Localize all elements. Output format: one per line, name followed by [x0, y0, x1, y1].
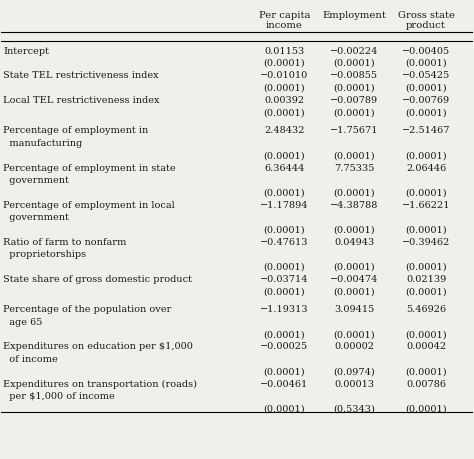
- Text: 0.00042: 0.00042: [406, 342, 446, 351]
- Text: (0.0001): (0.0001): [405, 108, 447, 117]
- Text: Ratio of farm to nonfarm: Ratio of farm to nonfarm: [3, 237, 127, 246]
- Text: 2.48432: 2.48432: [264, 126, 304, 135]
- Text: Percentage of the population over: Percentage of the population over: [3, 305, 171, 313]
- Text: 2.06446: 2.06446: [406, 163, 446, 172]
- Text: (0.0001): (0.0001): [333, 59, 375, 68]
- Text: 7.75335: 7.75335: [334, 163, 374, 172]
- Text: (0.0001): (0.0001): [405, 188, 447, 197]
- Text: (0.0001): (0.0001): [333, 84, 375, 93]
- Text: Expenditures on transportation (roads): Expenditures on transportation (roads): [3, 379, 197, 388]
- Text: (0.0001): (0.0001): [333, 262, 375, 271]
- Text: (0.0001): (0.0001): [405, 59, 447, 68]
- Text: Percentage of employment in: Percentage of employment in: [3, 126, 148, 135]
- Text: (0.0001): (0.0001): [264, 366, 305, 375]
- Text: Percentage of employment in state: Percentage of employment in state: [3, 163, 176, 172]
- Text: (0.0001): (0.0001): [405, 330, 447, 338]
- Text: Percentage of employment in local: Percentage of employment in local: [3, 200, 175, 209]
- Text: 3.09415: 3.09415: [334, 305, 374, 313]
- Text: −1.19313: −1.19313: [260, 305, 309, 313]
- Text: per $1,000 of income: per $1,000 of income: [3, 391, 115, 400]
- Text: (0.0001): (0.0001): [264, 225, 305, 234]
- Text: 0.00002: 0.00002: [334, 342, 374, 351]
- Text: −0.00789: −0.00789: [330, 96, 378, 105]
- Text: (0.0001): (0.0001): [405, 366, 447, 375]
- Text: (0.5343): (0.5343): [333, 403, 375, 413]
- Text: (0.0001): (0.0001): [264, 262, 305, 271]
- Text: of income: of income: [3, 354, 58, 363]
- Text: Intercept: Intercept: [3, 46, 49, 56]
- Text: 0.04943: 0.04943: [334, 237, 374, 246]
- Text: −0.00025: −0.00025: [260, 342, 308, 351]
- Text: (0.0001): (0.0001): [264, 188, 305, 197]
- Text: −4.38788: −4.38788: [330, 200, 378, 209]
- Text: 0.01153: 0.01153: [264, 46, 304, 56]
- Text: −0.00769: −0.00769: [402, 96, 450, 105]
- Text: Local TEL restrictiveness index: Local TEL restrictiveness index: [3, 96, 160, 105]
- Text: 0.00013: 0.00013: [334, 379, 374, 388]
- Text: (0.0001): (0.0001): [405, 287, 447, 296]
- Text: −1.75671: −1.75671: [330, 126, 378, 135]
- Text: −0.01010: −0.01010: [260, 71, 309, 80]
- Text: Per capita
income: Per capita income: [258, 11, 310, 30]
- Text: (0.0001): (0.0001): [264, 330, 305, 338]
- Text: −1.66221: −1.66221: [402, 200, 450, 209]
- Text: −2.51467: −2.51467: [402, 126, 450, 135]
- Text: (0.0001): (0.0001): [333, 151, 375, 160]
- Text: 0.00786: 0.00786: [406, 379, 446, 388]
- Text: (0.0001): (0.0001): [264, 151, 305, 160]
- Text: (0.0001): (0.0001): [333, 188, 375, 197]
- Text: (0.0001): (0.0001): [264, 59, 305, 68]
- Text: Employment: Employment: [322, 11, 386, 20]
- Text: (0.0001): (0.0001): [405, 262, 447, 271]
- Text: (0.0974): (0.0974): [333, 366, 375, 375]
- Text: (0.0001): (0.0001): [405, 225, 447, 234]
- Text: −0.00855: −0.00855: [330, 71, 378, 80]
- Text: 5.46926: 5.46926: [406, 305, 446, 313]
- Text: −0.00461: −0.00461: [260, 379, 309, 388]
- Text: proprietorships: proprietorships: [3, 250, 86, 259]
- Text: government: government: [3, 176, 69, 185]
- Text: (0.0001): (0.0001): [405, 151, 447, 160]
- Text: State share of gross domestic product: State share of gross domestic product: [3, 274, 192, 283]
- Text: (0.0001): (0.0001): [264, 84, 305, 93]
- Text: (0.0001): (0.0001): [333, 108, 375, 117]
- Text: manufacturing: manufacturing: [3, 139, 82, 147]
- Text: −0.47613: −0.47613: [260, 237, 309, 246]
- Text: Expenditures on education per $1,000: Expenditures on education per $1,000: [3, 342, 193, 351]
- Text: government: government: [3, 213, 69, 222]
- Text: (0.0001): (0.0001): [333, 225, 375, 234]
- Text: 0.00392: 0.00392: [264, 96, 304, 105]
- Text: −0.05425: −0.05425: [402, 71, 450, 80]
- Text: −0.39462: −0.39462: [402, 237, 450, 246]
- Text: Gross state
product: Gross state product: [398, 11, 455, 30]
- Text: −0.00474: −0.00474: [330, 274, 378, 283]
- Text: −0.00224: −0.00224: [330, 46, 378, 56]
- Text: (0.0001): (0.0001): [405, 403, 447, 413]
- Text: −0.00405: −0.00405: [402, 46, 450, 56]
- Text: age 65: age 65: [3, 317, 43, 326]
- Text: State TEL restrictiveness index: State TEL restrictiveness index: [3, 71, 159, 80]
- Text: 6.36444: 6.36444: [264, 163, 304, 172]
- Text: −1.17894: −1.17894: [260, 200, 309, 209]
- Text: (0.0001): (0.0001): [333, 330, 375, 338]
- Text: (0.0001): (0.0001): [264, 287, 305, 296]
- Text: (0.0001): (0.0001): [264, 108, 305, 117]
- Text: 0.02139: 0.02139: [406, 274, 446, 283]
- Text: (0.0001): (0.0001): [264, 403, 305, 413]
- Text: (0.0001): (0.0001): [333, 287, 375, 296]
- Text: (0.0001): (0.0001): [405, 84, 447, 93]
- Text: −0.03714: −0.03714: [260, 274, 309, 283]
